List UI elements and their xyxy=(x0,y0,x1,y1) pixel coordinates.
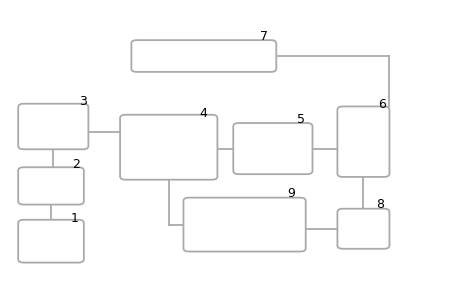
Text: 5: 5 xyxy=(297,113,304,126)
Text: 7: 7 xyxy=(261,30,268,43)
Text: 3: 3 xyxy=(79,95,87,108)
Text: 2: 2 xyxy=(73,158,80,171)
FancyBboxPatch shape xyxy=(337,106,389,177)
FancyBboxPatch shape xyxy=(18,167,84,204)
Text: 8: 8 xyxy=(376,199,384,212)
Text: 6: 6 xyxy=(378,98,386,111)
Text: 4: 4 xyxy=(199,107,207,120)
FancyBboxPatch shape xyxy=(233,123,312,174)
Text: 9: 9 xyxy=(287,188,296,201)
FancyBboxPatch shape xyxy=(337,209,389,249)
FancyBboxPatch shape xyxy=(18,104,88,149)
FancyBboxPatch shape xyxy=(18,220,84,263)
FancyBboxPatch shape xyxy=(120,115,218,180)
FancyBboxPatch shape xyxy=(183,198,306,252)
Text: 1: 1 xyxy=(70,212,78,225)
FancyBboxPatch shape xyxy=(131,40,276,72)
